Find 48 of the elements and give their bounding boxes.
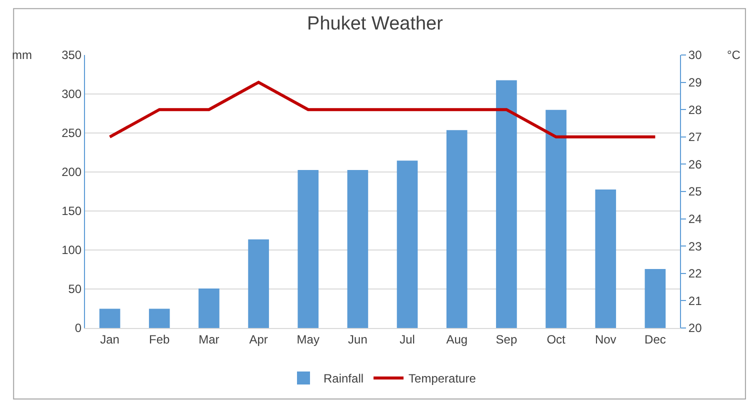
- bar: [446, 130, 468, 328]
- y2-tick-label: 29: [688, 76, 702, 90]
- bar: [347, 170, 368, 328]
- y2-tick-label: 26: [688, 157, 702, 172]
- y2-tick-label: 22: [688, 266, 702, 281]
- x-tick-label: Sep: [496, 332, 518, 346]
- y2-tick-label: 25: [688, 184, 702, 199]
- y-tick-label: 200: [62, 165, 82, 180]
- bar: [644, 269, 666, 328]
- y-tick-label: 350: [62, 48, 82, 62]
- y2-tick-label: 24: [688, 212, 702, 226]
- x-tick-label: Jan: [100, 332, 120, 346]
- bar: [546, 110, 566, 328]
- legend-label: Rainfall: [324, 372, 364, 386]
- y-axis-title: mm: [12, 48, 32, 62]
- x-tick-label: Feb: [149, 332, 170, 346]
- y2-tick-label: 21: [688, 294, 702, 308]
- bar: [496, 80, 517, 328]
- y2-tick-label: 23: [688, 239, 702, 254]
- bar: [595, 189, 616, 328]
- x-tick-label: Nov: [594, 332, 616, 346]
- y-tick-label: 50: [68, 282, 82, 296]
- y2-tick-label: 28: [688, 102, 702, 117]
- chart-title: Phuket Weather: [307, 14, 444, 34]
- x-tick-label: Oct: [546, 332, 566, 346]
- y2-tick-label: 30: [688, 48, 702, 62]
- y2-tick-label: 27: [688, 130, 702, 144]
- bar: [396, 160, 418, 328]
- x-tick-label: Dec: [644, 332, 666, 346]
- bar: [148, 308, 170, 328]
- y2-axis-title: °C: [727, 48, 741, 62]
- bar: [198, 288, 220, 328]
- bar: [99, 308, 120, 328]
- x-tick-label: Apr: [249, 332, 268, 346]
- x-tick-label: Aug: [446, 332, 468, 346]
- x-tick-label: Jul: [400, 332, 415, 346]
- y-tick-label: 100: [62, 243, 82, 258]
- x-tick-label: May: [296, 332, 320, 346]
- bar: [248, 239, 269, 328]
- y-tick-label: 0: [74, 321, 82, 336]
- y-tick-label: 250: [62, 126, 82, 140]
- y-tick-label: 150: [62, 204, 82, 218]
- x-tick-label: Mar: [198, 332, 220, 346]
- y2-tick-label: 20: [688, 321, 702, 336]
- legend-label: Temperature: [408, 372, 476, 386]
- bar: [298, 170, 319, 328]
- y-tick-label: 300: [62, 87, 82, 102]
- x-tick-label: Jun: [348, 332, 368, 346]
